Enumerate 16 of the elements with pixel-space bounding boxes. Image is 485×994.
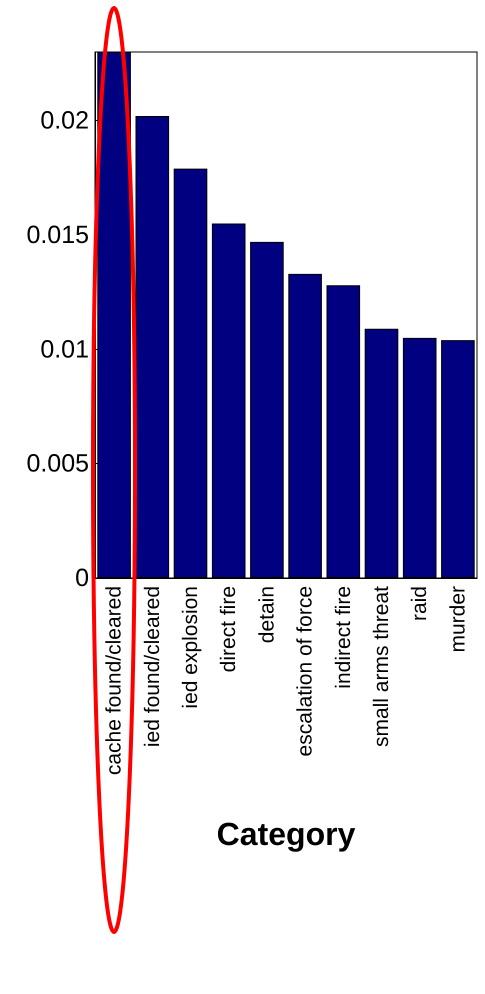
y-tick-label: 0.005 bbox=[26, 450, 89, 478]
y-tick-label: 0.01 bbox=[40, 335, 89, 364]
x-tick-label: cache found/cleared bbox=[102, 586, 126, 776]
x-tick-label: raid bbox=[408, 586, 432, 622]
x-tick-label: murder bbox=[446, 586, 470, 653]
x-axis-title: Category bbox=[216, 816, 356, 852]
x-tick-label: direct fire bbox=[217, 586, 240, 672]
y-tick-label: 0 bbox=[75, 564, 89, 592]
x-tick-label: small arms threat bbox=[370, 586, 393, 748]
x-tick-label: ied explosion bbox=[179, 586, 202, 709]
x-tick-label: detain bbox=[255, 586, 278, 644]
x-tick-label: escalation of force bbox=[294, 586, 317, 756]
y-tick-label: 0.02 bbox=[40, 106, 89, 135]
x-tick-label: ied found/cleared bbox=[140, 586, 164, 748]
y-tick-label: 0.015 bbox=[26, 220, 89, 249]
x-tick-label: indirect fire bbox=[332, 586, 355, 689]
